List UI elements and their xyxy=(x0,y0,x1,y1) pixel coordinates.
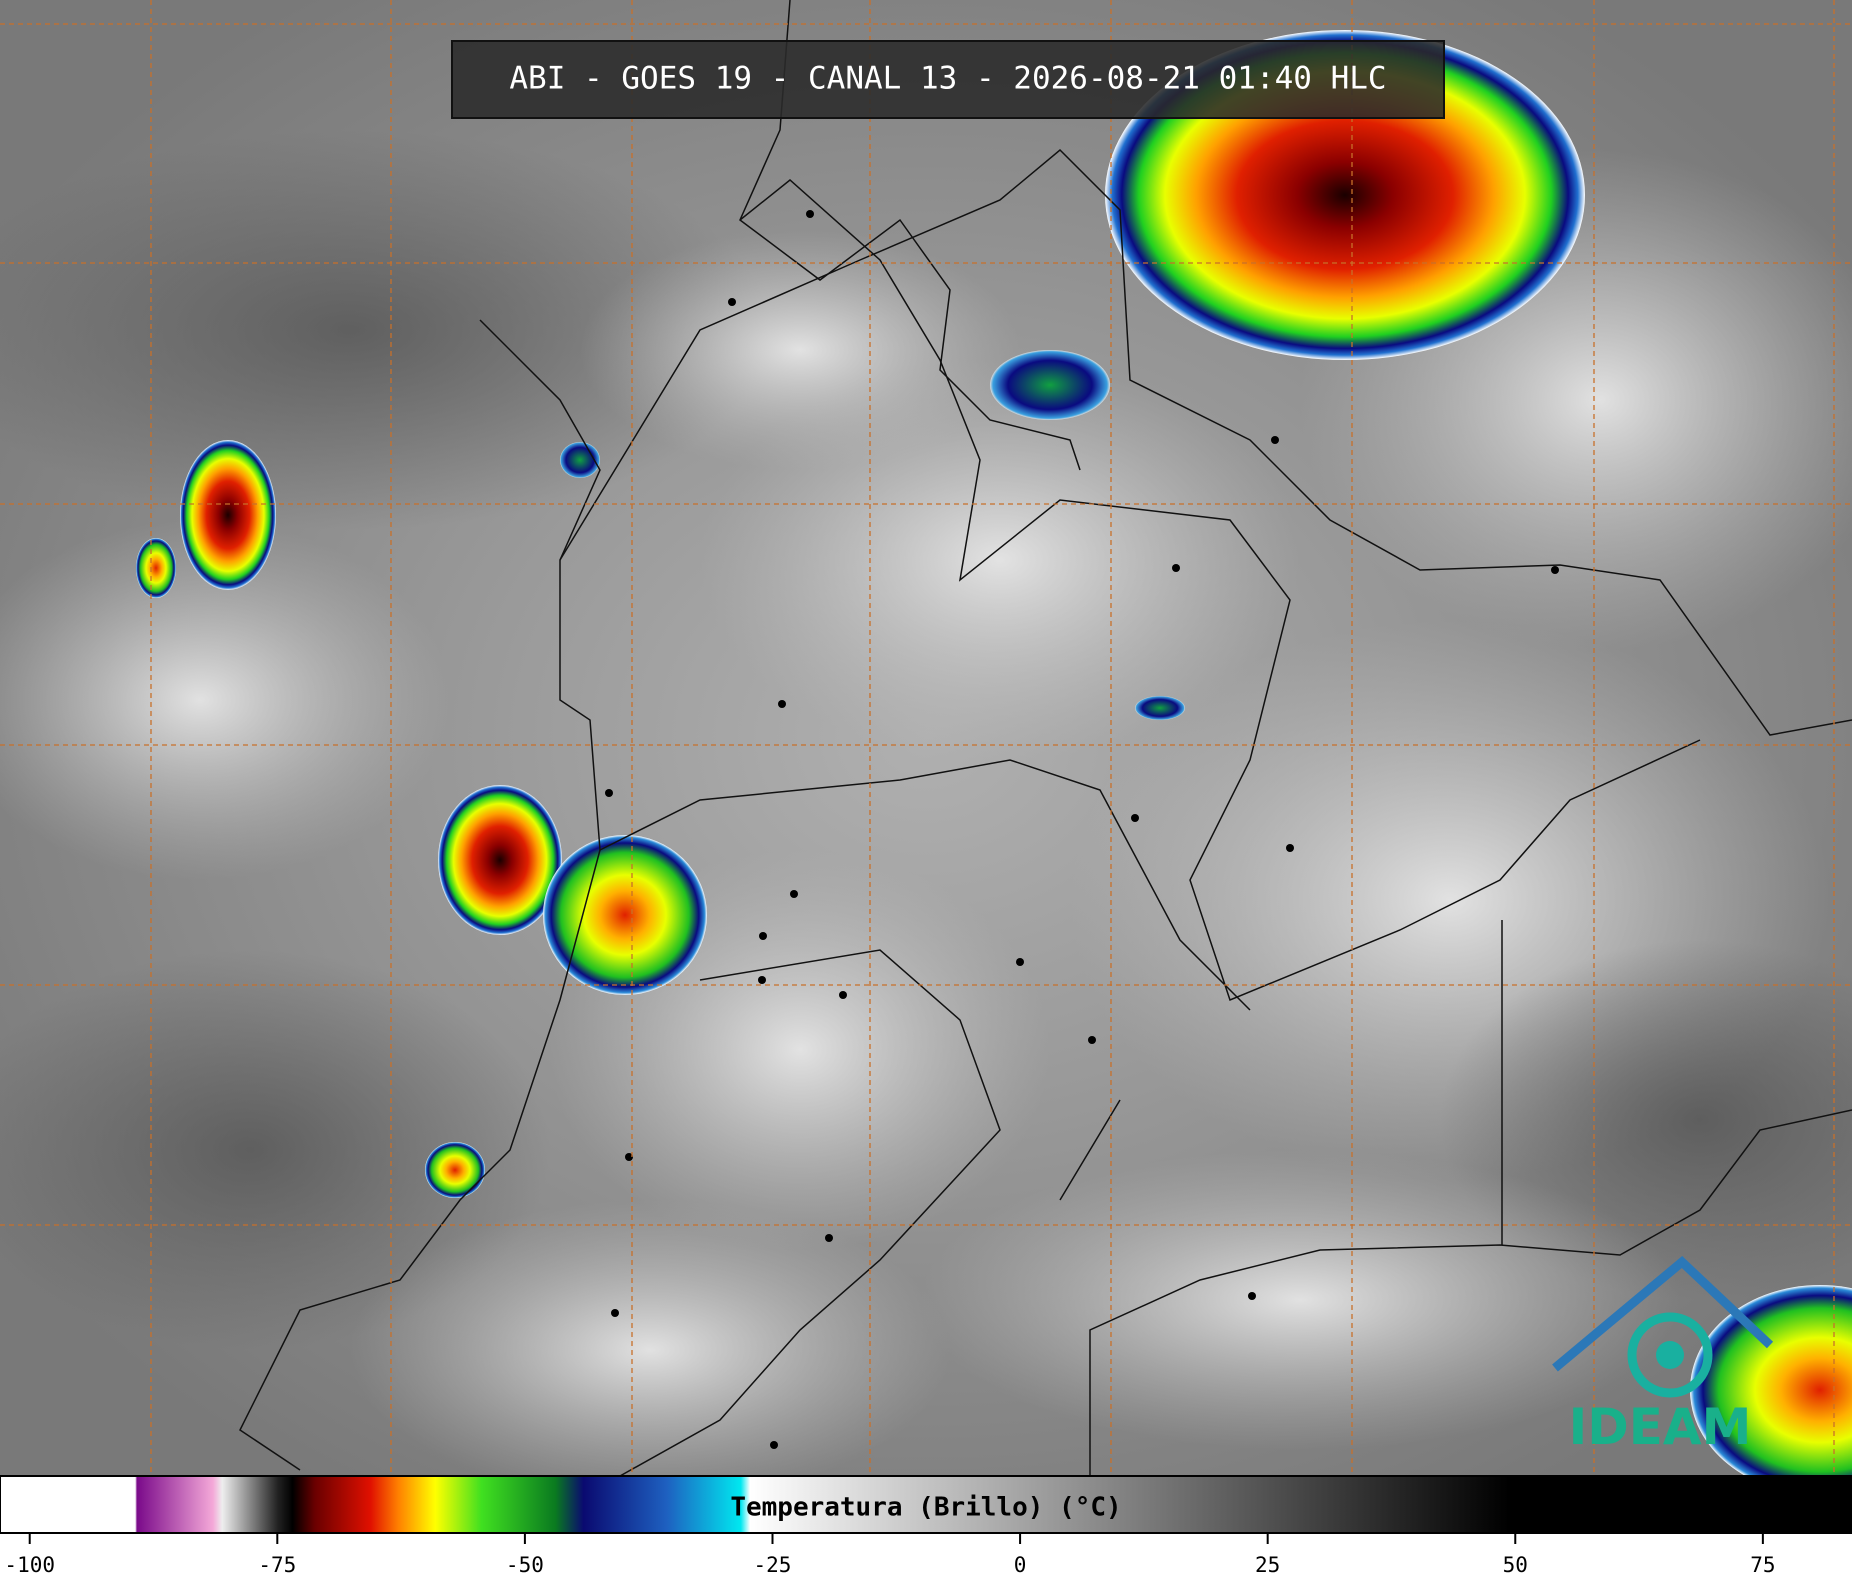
logo-eye xyxy=(1627,1312,1713,1398)
colorbar-tick-label: -75 xyxy=(258,1553,296,1577)
colorbar-tick-label: 25 xyxy=(1255,1553,1280,1577)
colorbar-tick-label: 50 xyxy=(1503,1553,1528,1577)
borders xyxy=(239,0,1852,1477)
colorbar-tick-label: 75 xyxy=(1750,1553,1775,1577)
colorbar-tick-label: 0 xyxy=(1014,1553,1027,1577)
logo-roof xyxy=(1552,1255,1774,1372)
colorbar-ticks: -100 -75 -50 -25 0 25 50 75 xyxy=(4,1533,1776,1577)
colorbar-tick-label: -100 xyxy=(4,1553,55,1577)
colorbar-tick-label: -50 xyxy=(506,1553,544,1577)
logo: IDEAM xyxy=(1552,1255,1774,1456)
logo-pupil xyxy=(1656,1341,1684,1369)
graticule xyxy=(0,0,1852,1476)
cities xyxy=(605,210,1559,1449)
colorbar-tick-label: -25 xyxy=(754,1553,792,1577)
title-box: ABI - GOES 19 - CANAL 13 - 2026-08-21 01… xyxy=(451,40,1445,119)
logo-text: IDEAM xyxy=(1569,1398,1752,1456)
colorbar-label: Temperatura (Brillo) (°C) xyxy=(730,1493,1121,1523)
colorbar xyxy=(0,1475,1852,1534)
title-background xyxy=(451,40,1445,119)
title: ABI - GOES 19 - CANAL 13 - 2026-08-21 01… xyxy=(509,61,1386,97)
